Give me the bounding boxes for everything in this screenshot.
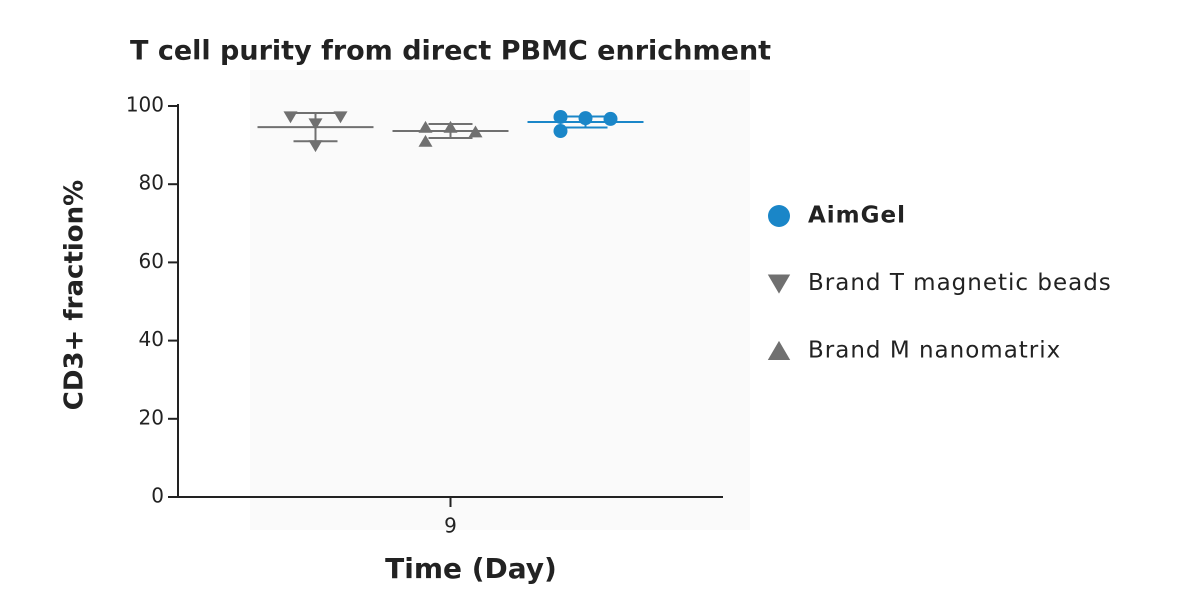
point (418, 120, 433, 133)
legend-label: Brand M nanomatrix (808, 338, 1061, 364)
point (418, 134, 433, 147)
y-axis-label: CD3+ fraction% (60, 180, 90, 410)
legend-marker (767, 340, 791, 360)
x-axis-label: Time (Day) (385, 552, 557, 585)
point (553, 124, 568, 139)
y-tick-label: 100 (126, 93, 164, 117)
point (603, 111, 618, 126)
legend-marker (768, 205, 790, 227)
point (308, 118, 323, 131)
y-tick-label: 0 (151, 484, 164, 508)
point (443, 120, 458, 133)
y-tick-label: 20 (139, 405, 164, 429)
plot-panel (250, 70, 750, 530)
y-tick-label: 40 (139, 327, 164, 351)
point (308, 140, 323, 153)
point (578, 111, 593, 126)
legend-marker (767, 274, 791, 294)
point (553, 109, 568, 124)
y-tick-label: 60 (139, 249, 164, 273)
x-tick-label: 9 (444, 514, 457, 538)
y-tick-label: 80 (139, 171, 164, 195)
chart-title: T cell purity from direct PBMC enrichmen… (130, 36, 771, 67)
point (283, 111, 298, 124)
legend-label: Brand T magnetic beads (808, 270, 1112, 296)
point (468, 125, 483, 138)
point (333, 111, 348, 124)
legend-label: AimGel (808, 203, 906, 229)
